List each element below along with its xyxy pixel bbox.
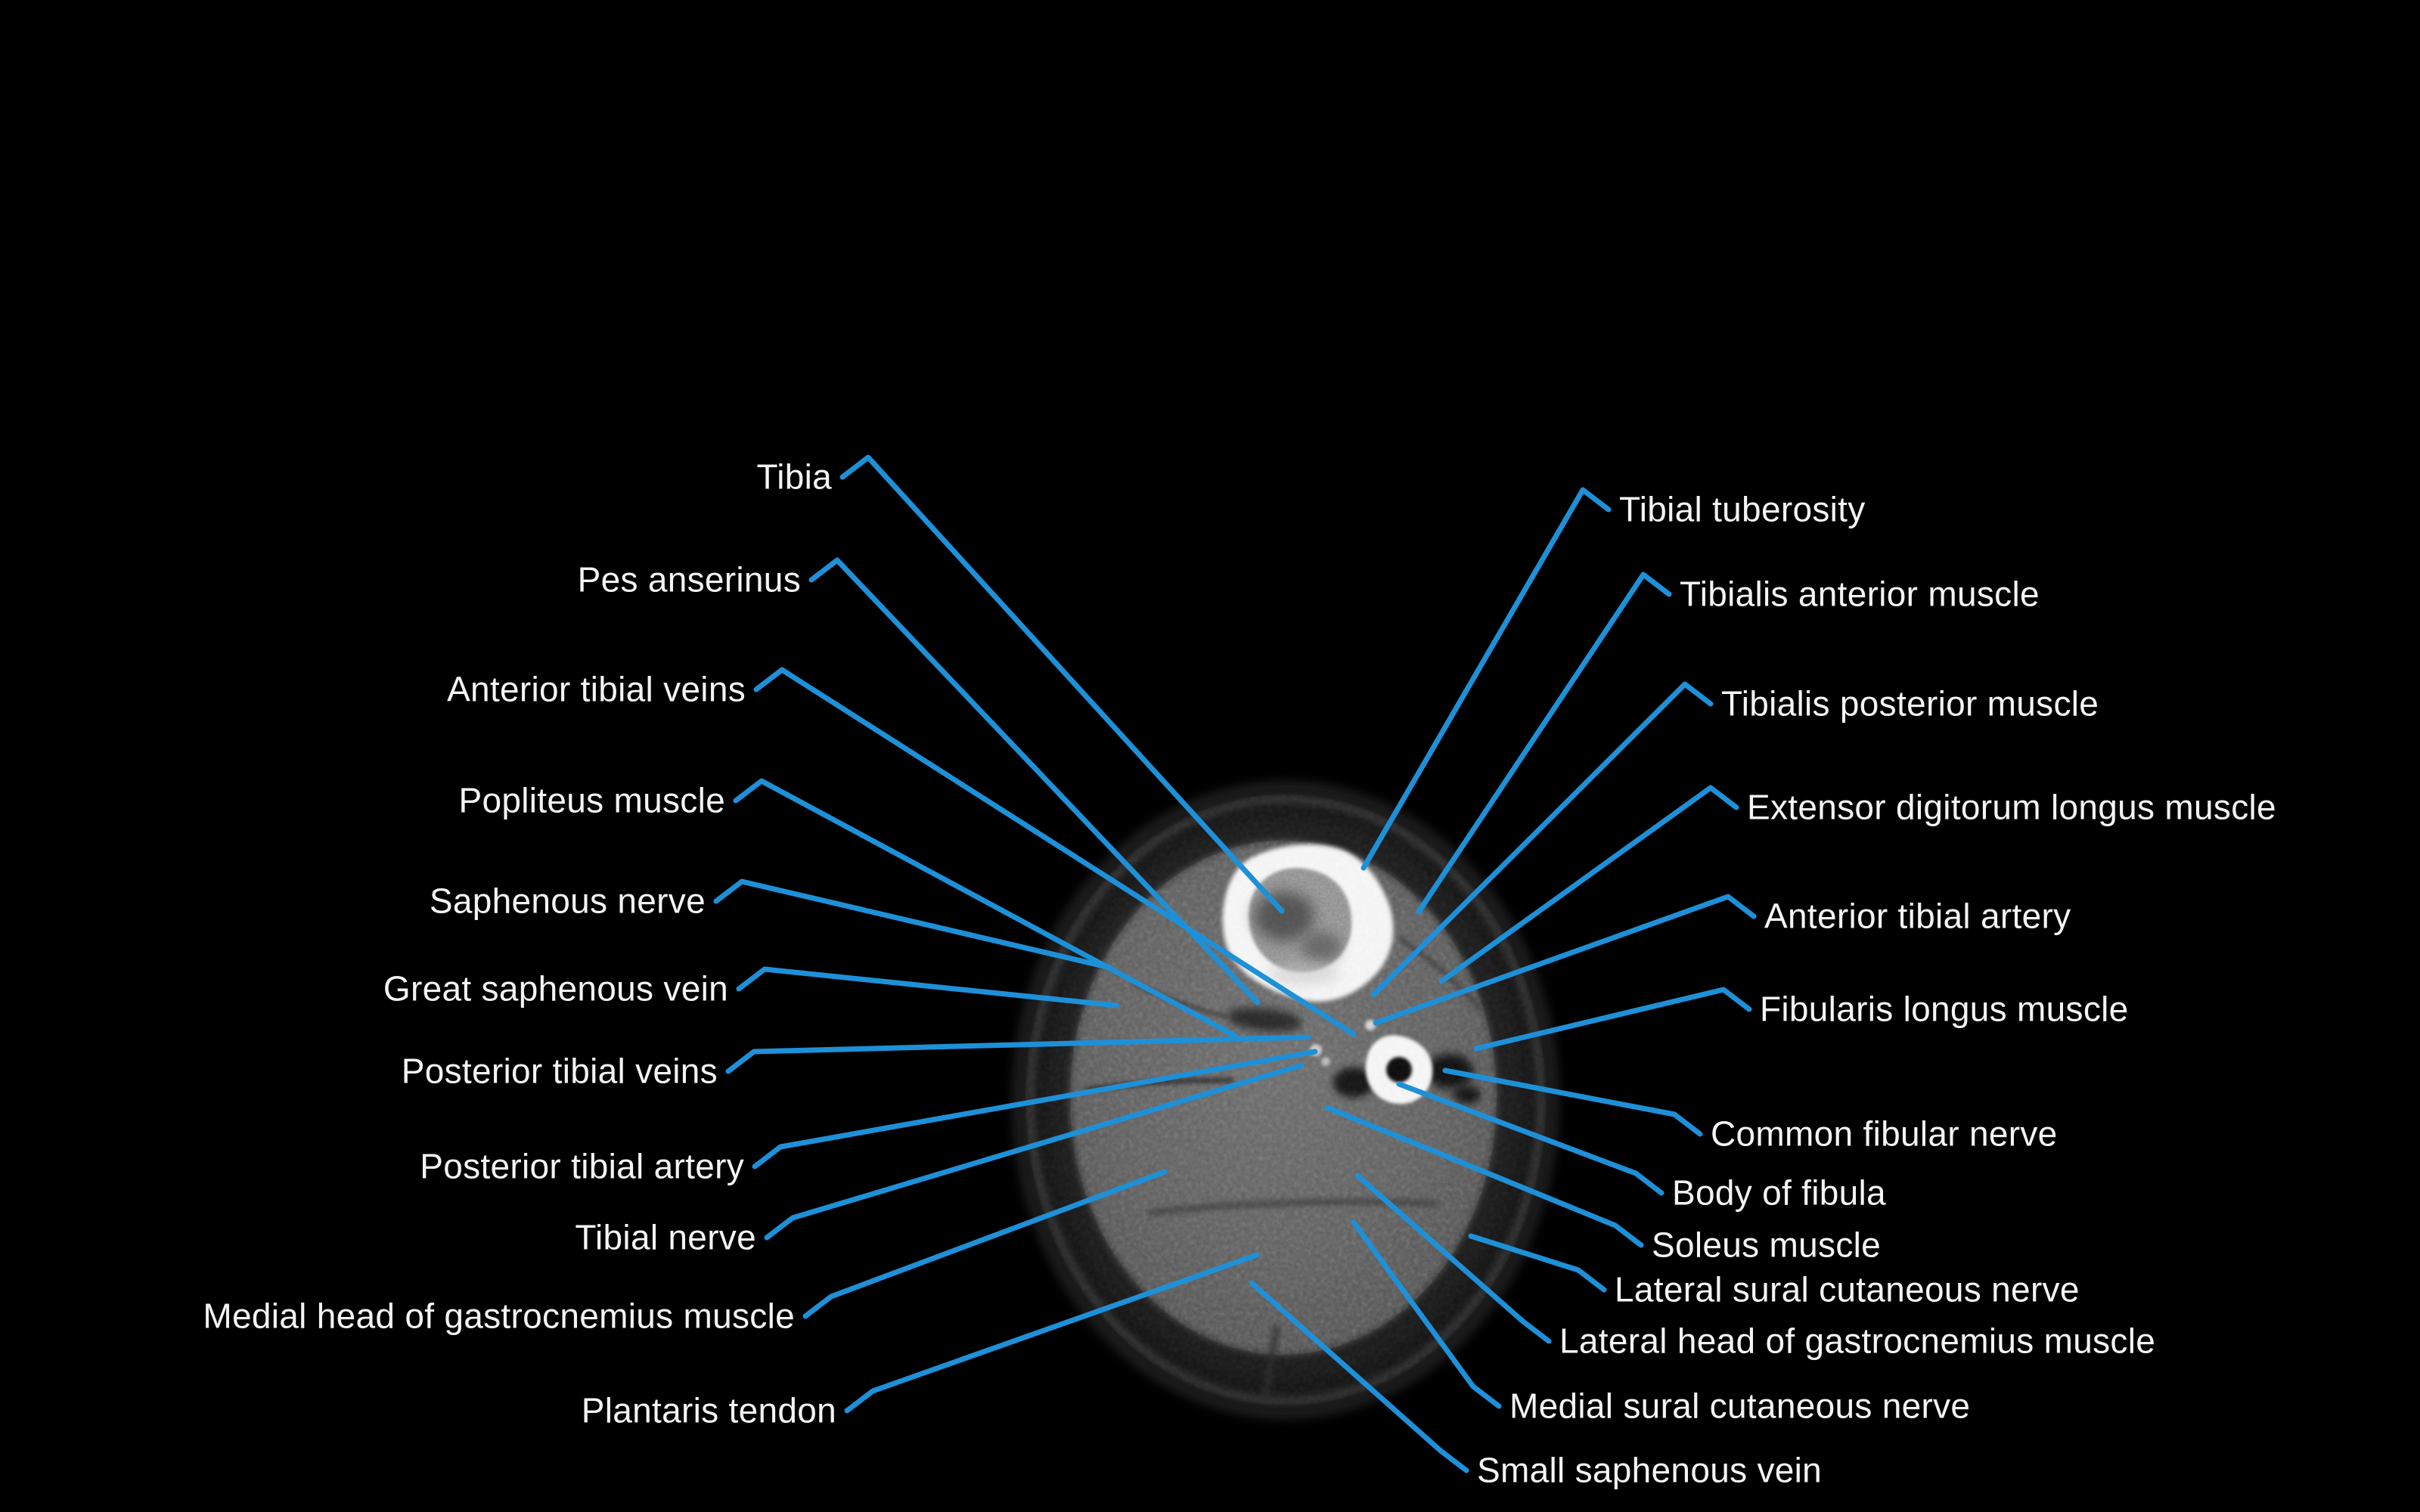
leader-line-anterior-tibial-veins xyxy=(753,667,1357,1037)
skin-outline xyxy=(1014,783,1557,1417)
leader-line-tibialis-anterior-muscle xyxy=(1416,572,1672,915)
leader-line-posterior-tibial-artery xyxy=(752,1049,1318,1170)
leader-line-common-fibular-nerve xyxy=(1442,1067,1703,1137)
leader-line-lateral-sural-cutaneous-nerve xyxy=(1468,1233,1607,1293)
leg-cross-section xyxy=(1014,783,1557,1417)
leader-line-extensor-digitorum-longus-muscle xyxy=(1438,785,1739,984)
leader-line-medial-sural-cutaneous-nerve xyxy=(1351,1219,1502,1409)
leader-line-tibial-nerve xyxy=(764,1062,1305,1241)
leader-line-body-of-fibula xyxy=(1396,1081,1665,1196)
leader-line-anterior-tibial-artery xyxy=(1373,894,1757,1026)
leader-line-medial-head-of-gastrocnemius-muscle xyxy=(802,1169,1168,1319)
leg-grain xyxy=(1025,795,1546,1405)
leader-line-lateral-head-of-gastrocnemius-muscle xyxy=(1354,1173,1552,1344)
leader-line-great-saphenous-vein xyxy=(736,966,1119,1009)
leader-lines xyxy=(713,454,1757,1473)
leader-line-tibial-tuberosity xyxy=(1360,487,1612,871)
leader-line-saphenous-nerve xyxy=(713,878,1113,971)
leader-line-small-saphenous-vein xyxy=(1249,1280,1469,1473)
leader-line-fibularis-longus-muscle xyxy=(1473,987,1752,1052)
leader-line-plantaris-tendon xyxy=(844,1252,1260,1414)
leader-line-soleus-muscle xyxy=(1324,1105,1644,1248)
leader-line-popliteus-muscle xyxy=(733,778,1238,1039)
leader-line-tibialis-posterior-muscle xyxy=(1370,681,1714,998)
leader-line-pes-anserinus xyxy=(808,557,1261,1005)
leader-line-posterior-tibial-veins xyxy=(725,1034,1311,1074)
leader-line-tibia xyxy=(839,454,1285,914)
